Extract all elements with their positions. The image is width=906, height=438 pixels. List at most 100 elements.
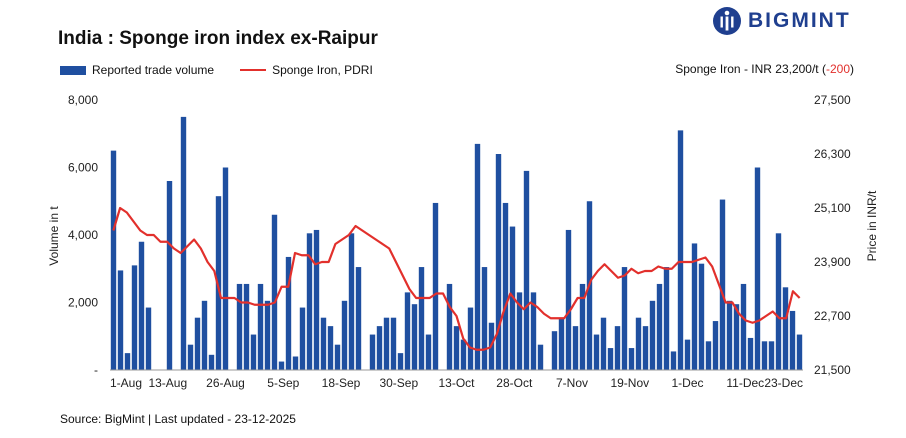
volume-bar [404,292,411,371]
legend-line-swatch [240,69,267,71]
logo-text: BIGMINT [748,9,851,32]
volume-bar [138,241,145,370]
volume-bar [194,317,201,370]
y-left-tick-label: 6,000 [68,161,98,175]
volume-bar [621,267,628,370]
volume-bar [579,283,586,370]
x-tick-label: 30-Sep [379,376,418,390]
volume-bars [110,116,803,371]
x-tick-label: 13-Oct [438,376,475,390]
volume-bar [684,339,691,371]
volume-bar [677,130,684,371]
y-right-tick-label: 25,100 [814,201,851,215]
volume-bar [299,307,306,370]
volume-bar [551,331,558,370]
volume-bar [705,341,712,370]
bigmint-logo: BIGMINT [712,6,851,36]
volume-bar [453,326,460,371]
x-tick-label: 18-Sep [322,376,361,390]
volume-bar [698,263,705,370]
volume-bar [635,317,642,370]
volume-bar [726,300,733,370]
legend-label-price: Sponge Iron, PDRI [272,63,373,77]
x-tick-label: 28-Oct [496,376,533,390]
volume-bar [460,339,467,371]
volume-bar [628,348,635,370]
price-note-suffix: ) [850,62,854,76]
chart-title: India : Sponge iron index ex-Raipur [58,28,378,49]
volume-bar [782,287,789,370]
volume-bar [775,233,782,370]
volume-bar [593,334,600,370]
volume-bar [327,326,334,371]
x-tick-label: 11-Dec [726,376,764,390]
volume-bar [530,292,537,371]
volume-bar [649,300,656,370]
volume-bar [264,300,271,370]
volume-bar [278,361,285,370]
volume-bar [257,283,264,370]
volume-bar [565,229,572,370]
x-tick-label: 26-Aug [206,376,245,390]
x-tick-label: 19-Nov [610,376,649,390]
volume-bar [761,341,768,370]
volume-bar [691,243,698,370]
volume-bar [481,267,488,370]
volume-bar [537,344,544,370]
volume-bar [558,317,565,370]
chart-plot: - 2,000 4,000 6,000 8,000 21,500 22,700 23,900… [47,93,879,390]
volume-bar [719,199,726,370]
volume-bar [446,283,453,370]
volume-bar [425,334,432,370]
y-right-title: Price in INR/t [865,190,879,261]
volume-bar [642,326,649,371]
y-right-tick-label: 23,900 [814,255,851,269]
legend-label-volume: Reported trade volume [92,63,215,77]
volume-bar [411,304,418,370]
volume-bar [292,356,299,370]
volume-bar [243,283,250,370]
bigmint-logo-icon [713,7,741,35]
y-right-ticks: 21,500 22,700 23,900 25,100 26,300 27,500 [814,93,851,377]
volume-bar [201,300,208,370]
y-left-tick-label: 4,000 [68,228,98,242]
volume-bar [712,321,719,370]
volume-bar [145,307,152,370]
chart-legend: Reported trade volume Sponge Iron, PDRI [60,63,373,77]
volume-bar [355,267,362,370]
volume-bar [348,233,355,370]
y-left-ticks: - 2,000 4,000 6,000 8,000 [68,93,98,377]
y-right-tick-label: 21,500 [814,363,851,377]
volume-bar [740,283,747,370]
volume-bar [390,317,397,370]
x-tick-label: 1-Aug [110,376,142,390]
x-tick-label: 7-Nov [556,376,588,390]
x-ticks: 1-Aug 13-Aug 26-Aug 5-Sep 18-Sep 30-Sep 13-Oct… [110,376,803,390]
volume-bar [467,307,474,370]
volume-bar [117,270,124,370]
volume-bar [754,167,761,370]
x-tick-label: 5-Sep [267,376,299,390]
x-tick-label: 13-Aug [148,376,187,390]
volume-bar [516,292,523,371]
volume-bar [334,344,341,370]
y-right-tick-label: 27,500 [814,93,851,107]
price-note-prefix: Sponge Iron - INR 23,200/t ( [675,62,826,76]
volume-bar [509,226,516,370]
y-left-tick-label: 8,000 [68,93,98,107]
volume-bar [271,214,278,370]
volume-bar [502,202,509,370]
volume-bar [187,344,194,370]
volume-bar [768,341,775,370]
volume-bar [418,267,425,370]
legend-bar-swatch [60,65,86,75]
price-change: -200 [825,62,850,76]
y-right-tick-label: 26,300 [814,147,851,161]
volume-bar [572,326,579,371]
volume-bar [432,202,439,370]
volume-bar [733,304,740,370]
volume-bar [789,310,796,370]
price-note: Sponge Iron - INR 23,200/t (-200) [675,62,854,76]
y-left-tick-label: 2,000 [68,296,98,310]
volume-bar [341,300,348,370]
